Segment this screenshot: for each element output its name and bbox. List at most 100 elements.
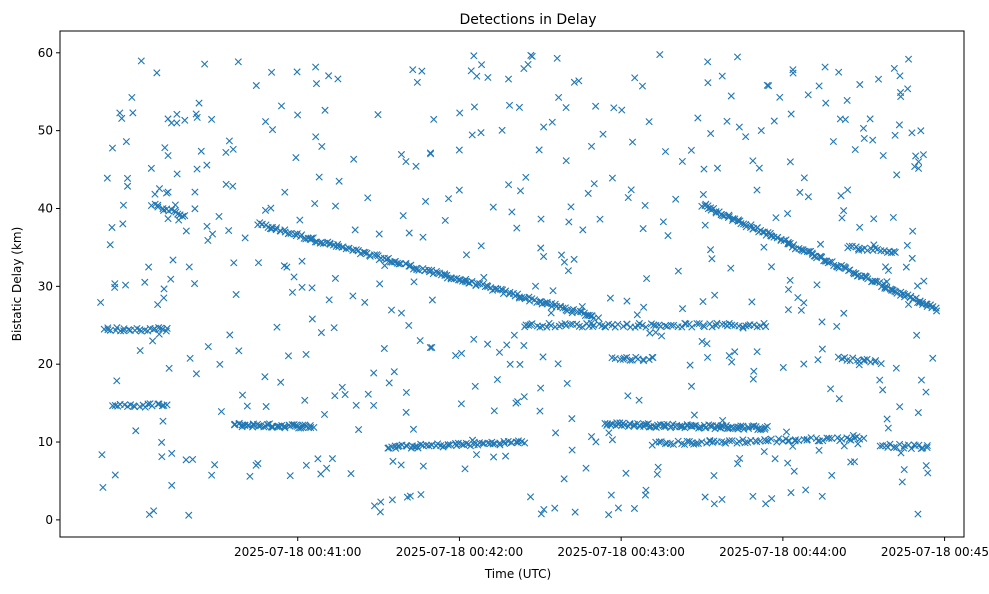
- data-point: [171, 201, 179, 209]
- data-point: [749, 375, 757, 383]
- data-point: [863, 246, 872, 255]
- data-point: [713, 164, 722, 172]
- data-point: [447, 275, 455, 283]
- data-point: [354, 246, 363, 255]
- data-point: [503, 341, 511, 349]
- data-point: [605, 511, 613, 519]
- data-point: [695, 320, 703, 328]
- data-point: [891, 131, 899, 139]
- data-point: [829, 137, 837, 146]
- data-point: [399, 212, 407, 220]
- data-point: [879, 151, 887, 160]
- data-point: [349, 292, 357, 300]
- data-point: [266, 224, 274, 233]
- data-point: [706, 246, 715, 254]
- y-tick-label: 10: [38, 435, 53, 449]
- data-point: [893, 171, 901, 179]
- data-point: [932, 307, 941, 315]
- data-point: [719, 212, 727, 220]
- data-point: [97, 298, 105, 307]
- data-point: [382, 255, 391, 264]
- data-point: [160, 285, 168, 293]
- data-point: [840, 442, 848, 450]
- data-point: [750, 367, 758, 375]
- data-point: [477, 129, 485, 137]
- data-point: [590, 180, 598, 188]
- data-point: [563, 379, 571, 388]
- data-point: [606, 294, 614, 302]
- data-point: [338, 383, 346, 391]
- data-point: [874, 75, 883, 83]
- data-point: [331, 392, 339, 400]
- data-point: [866, 115, 874, 123]
- data-point: [825, 434, 833, 442]
- data-point: [884, 443, 892, 451]
- data-point: [370, 502, 379, 510]
- data-point: [688, 422, 696, 430]
- data-point: [471, 382, 479, 390]
- data-point: [650, 321, 658, 329]
- data-point: [409, 425, 418, 433]
- data-point: [234, 58, 242, 66]
- data-point: [834, 434, 842, 442]
- data-point: [912, 294, 920, 302]
- data-point: [794, 293, 802, 302]
- data-point: [932, 304, 940, 312]
- data-point: [562, 103, 570, 112]
- data-point: [173, 119, 181, 127]
- data-point: [824, 259, 832, 267]
- data-point: [688, 439, 696, 447]
- data-point: [370, 369, 378, 377]
- data-point: [860, 356, 868, 365]
- data-point: [653, 470, 661, 478]
- data-point: [576, 307, 584, 315]
- data-point: [168, 481, 176, 489]
- data-point: [773, 438, 781, 446]
- data-point: [690, 422, 699, 430]
- data-point: [654, 463, 662, 471]
- data-point: [296, 216, 304, 224]
- data-point: [608, 321, 616, 329]
- data-point: [132, 427, 140, 435]
- data-point: [785, 437, 793, 445]
- data-point: [800, 360, 808, 368]
- data-point: [478, 439, 486, 448]
- data-point: [441, 270, 449, 278]
- data-point: [912, 152, 920, 160]
- data-point: [461, 277, 469, 285]
- data-point: [723, 425, 732, 433]
- data-point: [840, 309, 848, 317]
- data-point: [864, 275, 872, 283]
- data-point: [489, 203, 497, 211]
- data-point: [508, 208, 516, 216]
- data-point: [804, 91, 812, 99]
- data-point: [505, 101, 514, 109]
- data-point: [191, 188, 199, 196]
- data-point: [147, 164, 155, 172]
- data-point: [308, 315, 316, 323]
- data-point: [608, 436, 617, 444]
- data-point: [225, 137, 233, 145]
- data-point: [388, 496, 396, 504]
- data-point: [605, 429, 613, 437]
- data-point: [566, 320, 574, 329]
- data-point: [704, 58, 712, 66]
- data-point: [154, 300, 162, 309]
- data-point: [455, 146, 463, 154]
- data-point: [307, 234, 315, 242]
- data-point: [374, 111, 382, 119]
- data-point: [325, 72, 333, 80]
- data-point: [897, 93, 905, 101]
- data-point: [624, 392, 632, 400]
- data-point: [653, 421, 662, 429]
- data-point: [547, 321, 555, 330]
- data-point: [381, 261, 389, 270]
- data-point: [433, 269, 441, 277]
- data-point: [116, 109, 124, 117]
- data-point: [736, 454, 744, 463]
- data-point: [261, 373, 269, 381]
- data-point: [364, 194, 372, 202]
- data-point: [155, 324, 163, 332]
- data-point: [649, 353, 657, 362]
- data-point: [835, 395, 843, 403]
